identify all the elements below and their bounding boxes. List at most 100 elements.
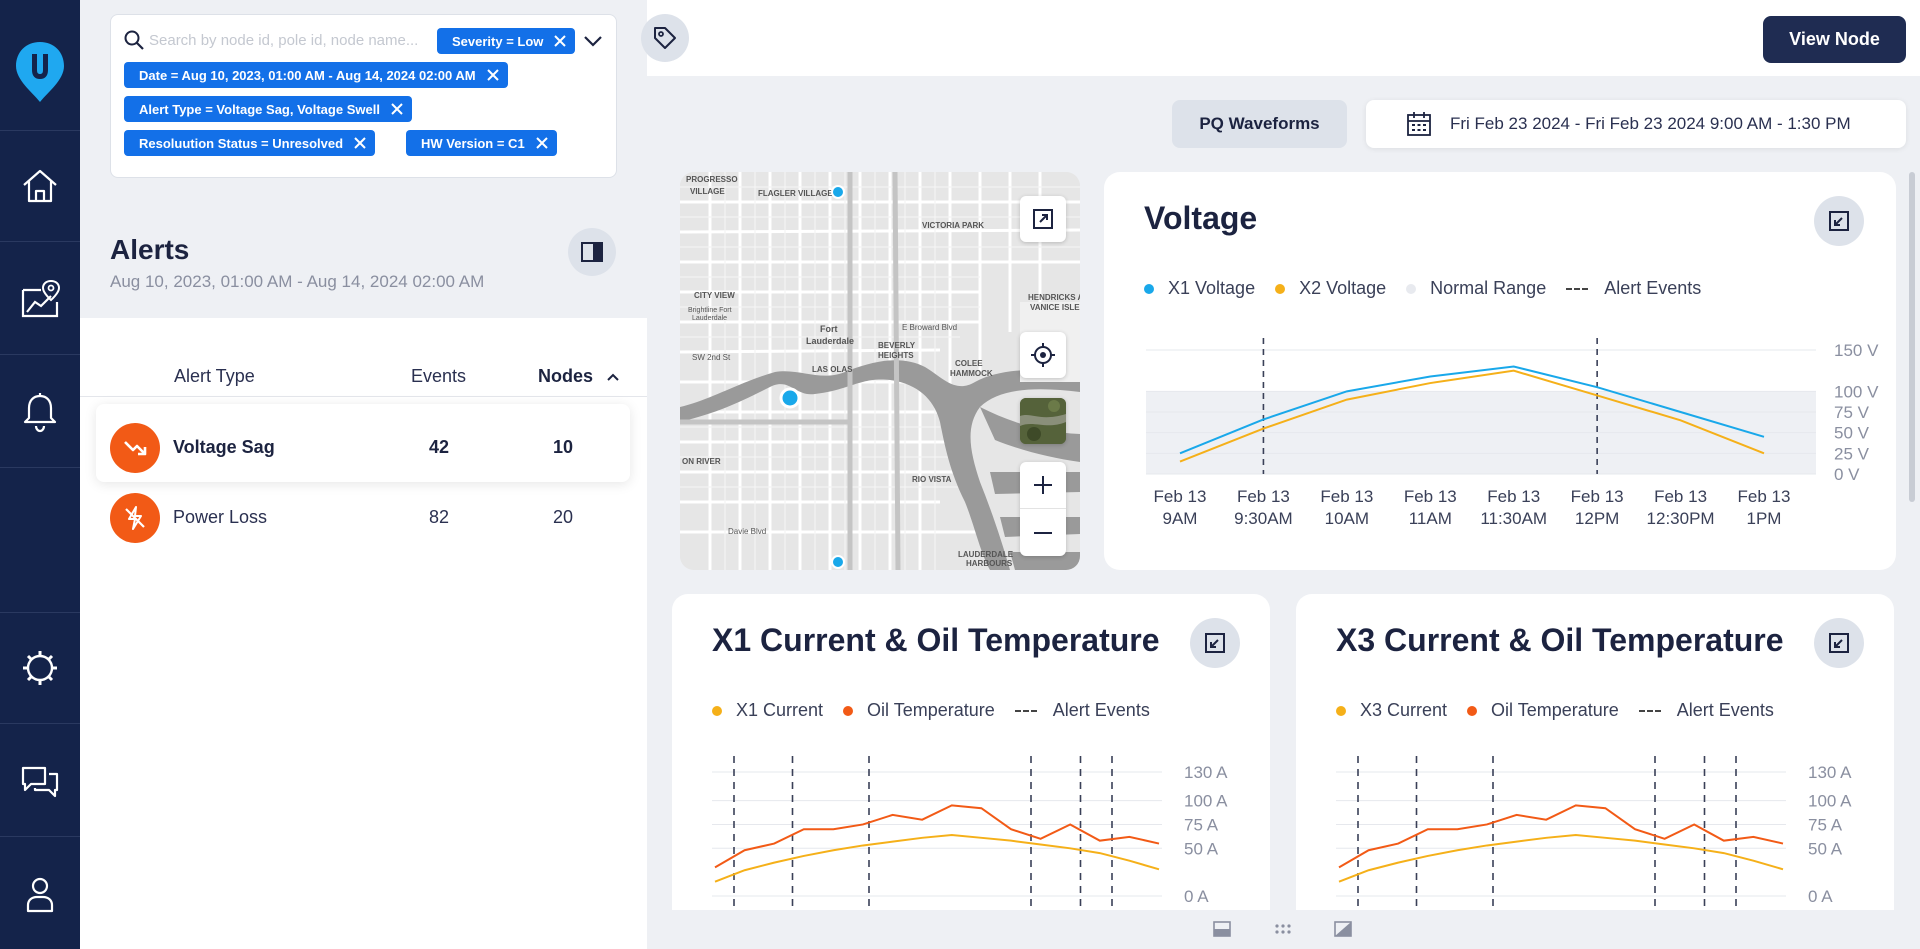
table-row[interactable]: Voltage Sag 42 10 bbox=[96, 404, 630, 482]
x-tick-label: 11:30AM bbox=[1480, 509, 1547, 528]
drag-handle-icon[interactable] bbox=[1273, 919, 1293, 939]
sort-up-icon[interactable] bbox=[606, 372, 620, 382]
power-loss-icon bbox=[110, 493, 160, 543]
y-tick-label: 130 A bbox=[1184, 763, 1228, 782]
crosshair-icon bbox=[1031, 343, 1055, 367]
close-icon[interactable] bbox=[553, 34, 567, 48]
column-header-events[interactable]: Events bbox=[411, 366, 467, 386]
scrollbar[interactable] bbox=[1909, 172, 1915, 502]
map-locate-button[interactable] bbox=[1020, 332, 1066, 378]
series-line-2 bbox=[1179, 369, 1765, 463]
voltage-sag-icon bbox=[110, 423, 160, 473]
bottom-bar bbox=[647, 910, 1920, 949]
events-cell: 82 bbox=[429, 507, 450, 527]
close-icon[interactable] bbox=[390, 102, 404, 116]
tag-button[interactable] bbox=[641, 14, 689, 62]
svg-text:LAS OLAS: LAS OLAS bbox=[812, 365, 853, 374]
voltage-legend: X1 Voltage X2 Voltage Normal Range Alert… bbox=[1144, 278, 1721, 299]
filter-chip-hw-version[interactable]: HW Version = C1 bbox=[406, 130, 557, 156]
y-tick-label: 75 V bbox=[1834, 403, 1870, 422]
layout-diagonal-icon[interactable] bbox=[1333, 919, 1353, 939]
x-tick-label: Feb 13 bbox=[1487, 487, 1540, 506]
chevron-down-icon[interactable] bbox=[581, 29, 605, 53]
bell-icon bbox=[23, 392, 57, 432]
legend-item: Alert Events bbox=[1014, 700, 1150, 721]
x3-current-chart: 0 A 50 A 75 A 100 A 130 A bbox=[1336, 756, 1852, 934]
x1-expand-button[interactable] bbox=[1190, 618, 1240, 668]
nav-home[interactable] bbox=[0, 130, 80, 242]
user-icon bbox=[26, 877, 54, 913]
map-satellite-toggle[interactable] bbox=[1020, 398, 1066, 444]
x-tick-label: 11AM bbox=[1409, 509, 1452, 528]
date-range-picker[interactable]: Fri Feb 23 2024 - Fri Feb 23 2024 9:00 A… bbox=[1366, 100, 1906, 148]
close-icon[interactable] bbox=[353, 136, 367, 150]
svg-text:LAUDERDALE: LAUDERDALE bbox=[958, 550, 1014, 559]
nav-messages[interactable] bbox=[0, 725, 80, 837]
legend-label: X2 Voltage bbox=[1299, 278, 1387, 298]
nodes-cell: 20 bbox=[553, 507, 574, 527]
chip-label: Alert Type = Voltage Sag, Voltage Swell bbox=[139, 101, 380, 117]
svg-text:Brightline Fort: Brightline Fort bbox=[688, 307, 732, 314]
x3-legend: X3 Current Oil Temperature Alert Events bbox=[1336, 700, 1794, 721]
legend-swatch bbox=[1336, 705, 1346, 716]
legend-swatch bbox=[1467, 705, 1478, 716]
table-row[interactable]: Power Loss 82 20 bbox=[96, 474, 630, 552]
column-header-alert-type[interactable]: Alert Type bbox=[174, 366, 255, 386]
column-header-nodes[interactable]: Nodes bbox=[538, 366, 620, 387]
y-tick-label: 100 A bbox=[1184, 792, 1228, 811]
series-line-2 bbox=[714, 804, 1160, 869]
zoom-in-button[interactable] bbox=[1020, 462, 1066, 509]
filter-box: Severity = Low Date = Aug 10, 2023, 01:0… bbox=[110, 14, 617, 178]
chat-icon bbox=[21, 766, 59, 797]
y-tick-label: 100 V bbox=[1834, 382, 1879, 401]
svg-text:PROGRESSO: PROGRESSO bbox=[686, 175, 738, 184]
x3-expand-button[interactable] bbox=[1814, 618, 1864, 668]
legend-item: Alert Events bbox=[1566, 278, 1701, 299]
divider bbox=[80, 396, 647, 397]
y-tick-label: 100 A bbox=[1808, 792, 1852, 811]
chart-title: Voltage bbox=[1144, 200, 1258, 236]
zoom-out-button[interactable] bbox=[1020, 509, 1066, 556]
nav-alerts[interactable] bbox=[0, 356, 80, 468]
map[interactable]: PROGRESSO VILLAGE FLAGLER VILLAGE VICTORI… bbox=[680, 172, 1080, 570]
chip-label: Severity = Low bbox=[452, 33, 544, 49]
x1-current-card: X1 Current & Oil Temperature X1 Current … bbox=[672, 594, 1270, 934]
close-icon[interactable] bbox=[535, 136, 549, 150]
legend-swatch bbox=[712, 705, 722, 716]
panel-toggle-button[interactable] bbox=[568, 228, 616, 276]
layout-split-icon[interactable] bbox=[1212, 919, 1232, 939]
home-icon bbox=[23, 169, 57, 203]
y-tick-label: 150 V bbox=[1834, 341, 1879, 360]
x-tick-label: Feb 13 bbox=[1154, 487, 1207, 506]
x-tick-label: 12PM bbox=[1575, 509, 1619, 528]
x3-current-card: X3 Current & Oil Temperature X3 Current … bbox=[1296, 594, 1894, 934]
nav-settings[interactable] bbox=[0, 612, 80, 724]
legend-label: Oil Temperature bbox=[1491, 700, 1619, 720]
voltage-expand-button[interactable] bbox=[1814, 196, 1864, 246]
voltage-card: Voltage X1 Voltage X2 Voltage Normal Ran… bbox=[1104, 172, 1896, 570]
legend-item: Oil Temperature bbox=[843, 700, 995, 721]
filter-chip-resolution[interactable]: Resoluution Status = Unresolved bbox=[124, 130, 376, 156]
expand-icon bbox=[1033, 209, 1053, 229]
map-fullscreen-button[interactable] bbox=[1020, 196, 1066, 242]
filter-chip-date[interactable]: Date = Aug 10, 2023, 01:00 AM - Aug 14, … bbox=[124, 62, 508, 88]
close-icon[interactable] bbox=[486, 68, 500, 82]
filter-chip-alert-type[interactable]: Alert Type = Voltage Sag, Voltage Swell bbox=[124, 96, 412, 122]
legend-label: Alert Events bbox=[1604, 278, 1702, 298]
x1-legend: X1 Current Oil Temperature Alert Events bbox=[712, 700, 1170, 721]
view-node-button[interactable]: View Node bbox=[1763, 16, 1906, 63]
y-tick-label: 25 V bbox=[1834, 444, 1870, 463]
pq-waveforms-button[interactable]: PQ Waveforms bbox=[1172, 100, 1347, 148]
nav-profile[interactable] bbox=[0, 838, 80, 949]
filter-chip-severity[interactable]: Severity = Low bbox=[437, 28, 576, 54]
legend-item: Oil Temperature bbox=[1467, 700, 1619, 721]
gear-icon bbox=[23, 651, 57, 685]
nav-analytics[interactable] bbox=[0, 243, 80, 355]
search-input[interactable] bbox=[149, 27, 439, 53]
y-tick-label: 0 A bbox=[1184, 887, 1209, 906]
legend-item: X1 Voltage bbox=[1144, 278, 1255, 299]
svg-text:CITY VIEW: CITY VIEW bbox=[694, 291, 735, 300]
legend-label: Oil Temperature bbox=[867, 700, 995, 720]
svg-text:HENDRICKS AND: HENDRICKS AND bbox=[1028, 293, 1080, 302]
svg-text:ON RIVER: ON RIVER bbox=[682, 457, 721, 466]
